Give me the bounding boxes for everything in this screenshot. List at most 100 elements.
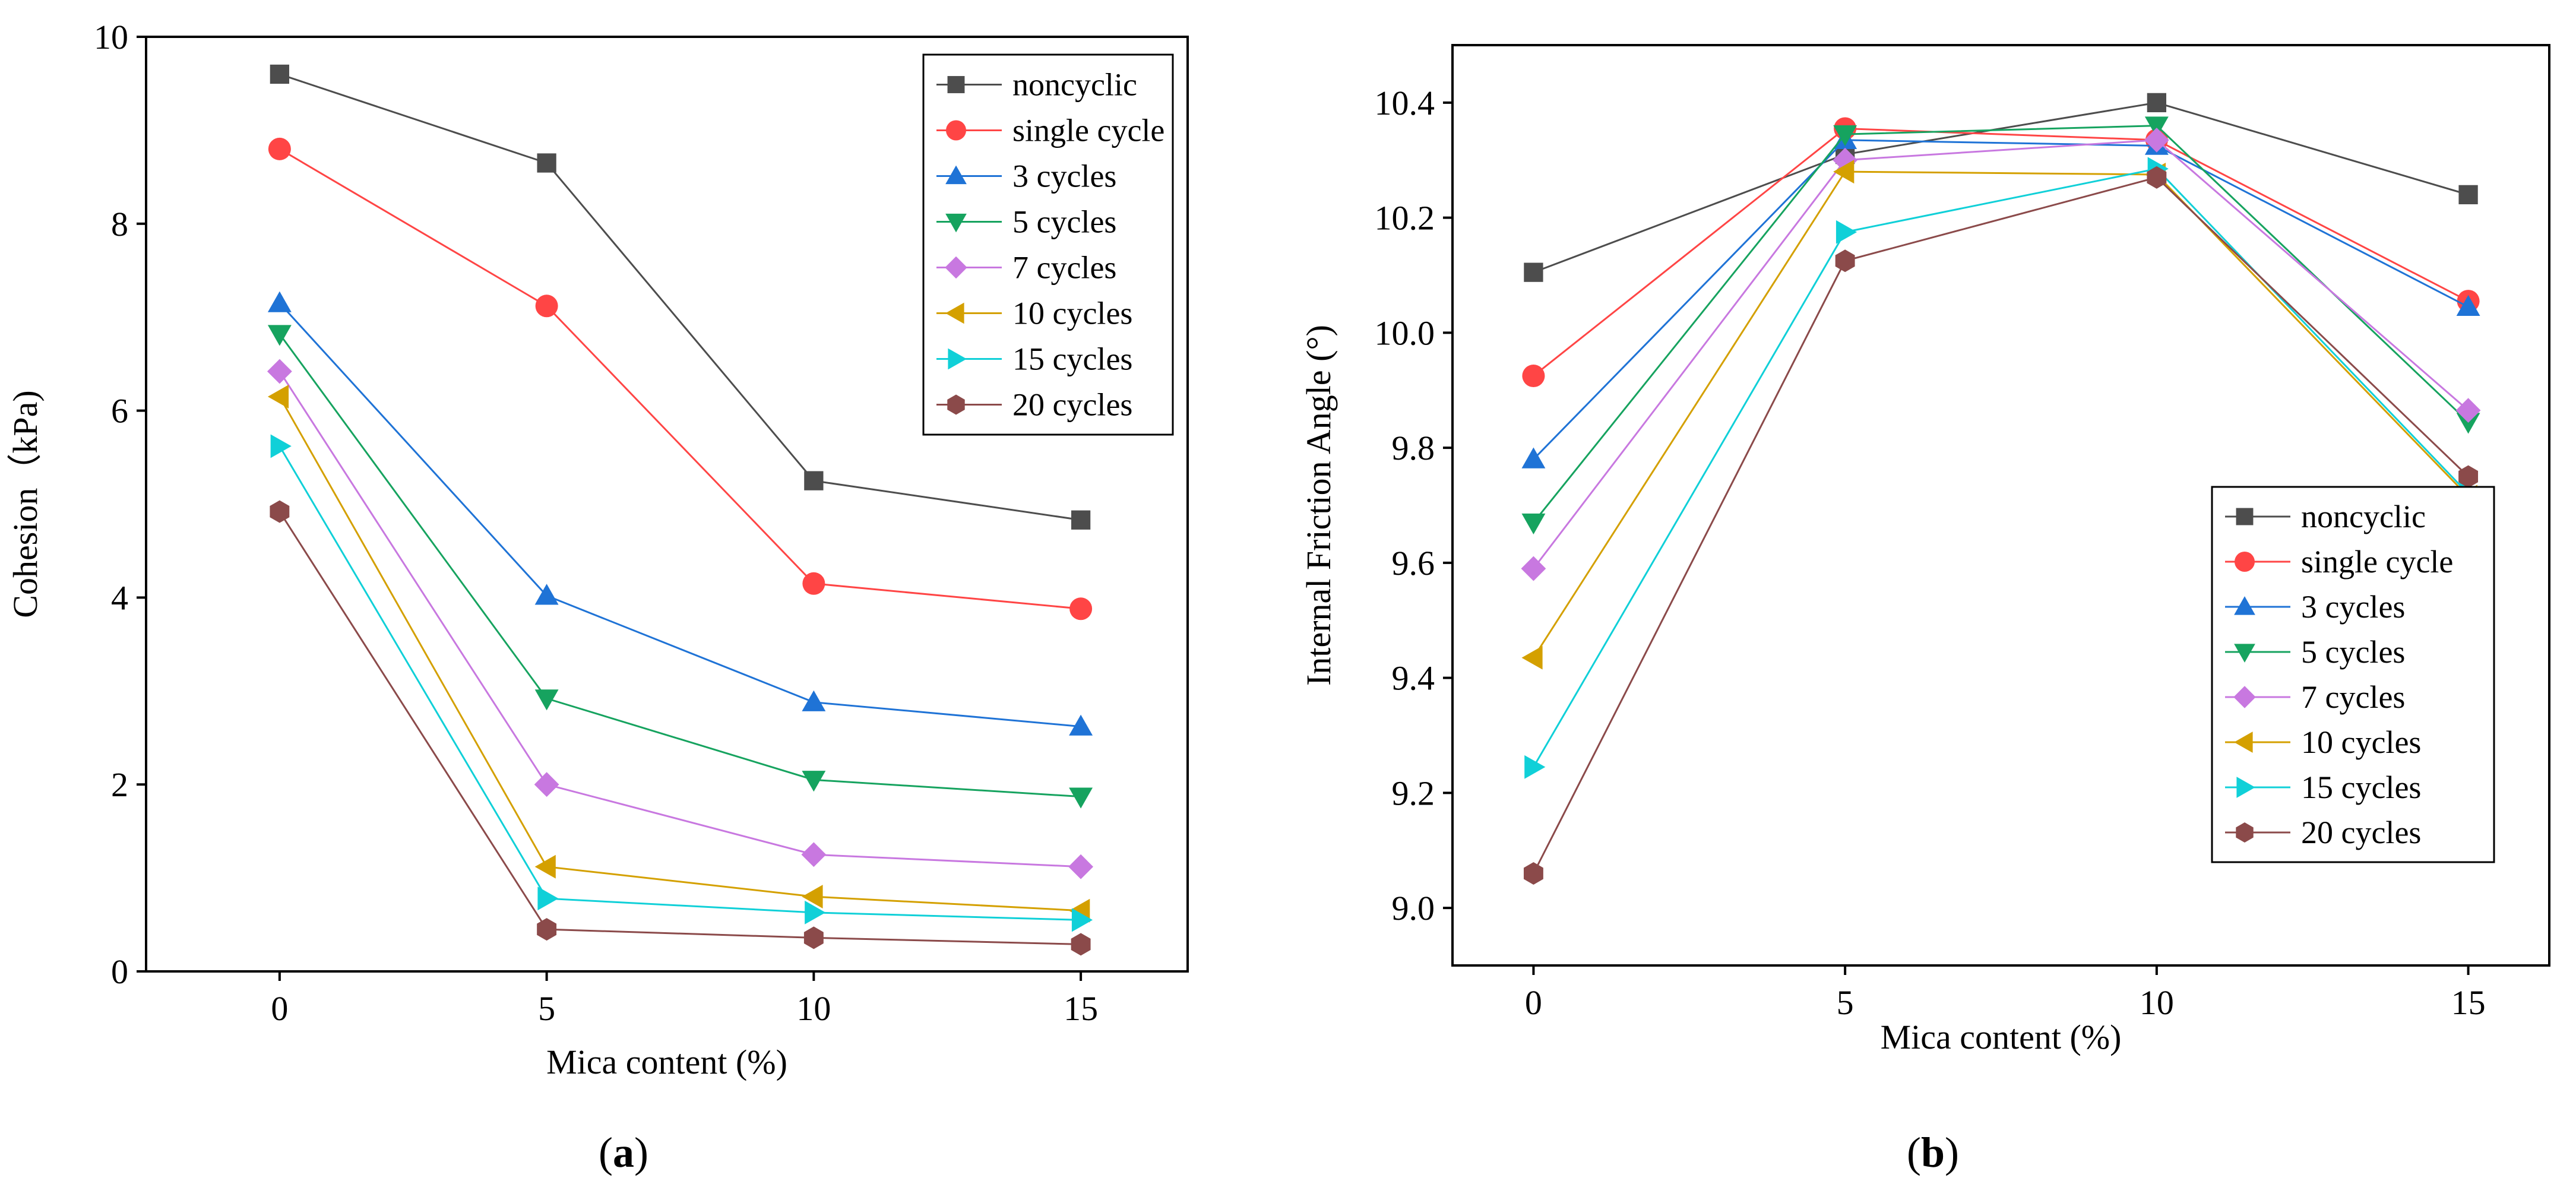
x-tick-label: 15 xyxy=(2451,983,2486,1022)
data-point-5-cycles xyxy=(534,689,559,711)
legend-box xyxy=(2211,486,2495,863)
legend-marker-15-cycles xyxy=(948,348,967,370)
data-point-3-cycles xyxy=(2456,295,2480,316)
series-line-single-cycle xyxy=(279,148,1081,610)
data-point-7-cycles xyxy=(1833,147,1858,173)
legend-label-noncyclic: noncyclic xyxy=(2301,499,2426,534)
data-point-20-cycles xyxy=(1523,862,1543,885)
data-point-10-cycles xyxy=(802,885,823,909)
x-tick-label: 5 xyxy=(538,989,555,1028)
data-point-15-cycles xyxy=(1836,220,1857,244)
legend-marker-20-cycles xyxy=(947,394,965,415)
data-point-10-cycles xyxy=(534,854,556,879)
data-point-15-cycles xyxy=(537,886,559,911)
legend-label-7-cycles: 7 cycles xyxy=(1012,250,1116,286)
y-tick-label: 9.8 xyxy=(1392,429,1435,467)
series-line-15-cycles xyxy=(279,445,1081,921)
legend-label-3-cycles: 3 cycles xyxy=(1012,159,1116,194)
legend-marker-10-cycles xyxy=(2234,732,2253,753)
legend-label-10-cycles: 10 cycles xyxy=(1012,296,1132,331)
legend-label-20-cycles: 20 cycles xyxy=(1012,387,1132,423)
series-line-single-cycle xyxy=(1533,127,2469,377)
legend-marker-7-cycles xyxy=(2233,686,2256,708)
legend-label-3-cycles: 3 cycles xyxy=(2301,589,2405,625)
chart-panel-b: 9.0 9.2 9.4 9.6 9.8 10.0 10.2 10.4 0 5 10 15 Mica co… xyxy=(1299,44,2550,1176)
data-point-single-cycle xyxy=(535,295,558,318)
data-point-noncyclic xyxy=(2458,185,2478,205)
y-tick-label: 9.4 xyxy=(1392,659,1435,698)
y-tick-label: 9.6 xyxy=(1392,544,1435,582)
y-tick-label: 4 xyxy=(111,578,128,617)
series-line-10-cycles xyxy=(279,396,1081,912)
legend-label-5-cycles: 5 cycles xyxy=(1012,204,1116,240)
panel-letter: a xyxy=(613,1129,634,1176)
data-point-5-cycles xyxy=(2144,116,2169,138)
data-point-7-cycles xyxy=(801,842,827,867)
data-point-3-cycles xyxy=(534,584,559,605)
legend-marker-5-cycles xyxy=(2234,644,2255,663)
legend-label-single-cycle: single cycle xyxy=(2301,544,2453,580)
data-point-3-cycles xyxy=(1069,714,1093,736)
series-line-7-cycles xyxy=(1533,139,2469,569)
data-point-20-cycles xyxy=(2147,166,2167,189)
data-point-5-cycles xyxy=(1833,125,1857,147)
panel-paren: ( xyxy=(599,1129,613,1176)
data-point-noncyclic xyxy=(537,153,556,173)
data-point-20-cycles xyxy=(270,500,290,523)
x-tick-label: 10 xyxy=(2140,983,2174,1022)
legend-marker-3-cycles xyxy=(2234,596,2255,615)
legend-marker-7-cycles xyxy=(945,256,967,279)
chart-panel-a: 0 2 4 6 8 10 0 5 10 15 Mica content (%) Cohesion（kP… xyxy=(6,18,1189,1176)
data-point-single-cycle xyxy=(1522,365,1545,388)
legend-label-5-cycles: 5 cycles xyxy=(2301,634,2405,670)
plot-frame xyxy=(1451,44,2550,967)
data-point-10-cycles xyxy=(1521,645,1543,670)
series-line-5-cycles xyxy=(1533,125,2469,524)
series-line-noncyclic xyxy=(279,73,1081,521)
legend-label-10-cycles: 10 cycles xyxy=(2301,724,2421,760)
plot-frame xyxy=(145,36,1189,973)
legend-marker-noncyclic xyxy=(2236,508,2254,525)
data-point-15-cycles xyxy=(1071,908,1093,932)
panel-letter: b xyxy=(1921,1129,1945,1176)
data-point-20-cycles xyxy=(2458,465,2479,488)
series-line-3-cycles xyxy=(279,302,1081,728)
legend-label-15-cycles: 15 cycles xyxy=(1012,341,1132,377)
panel-label: (a) xyxy=(599,1129,648,1176)
legend-label-noncyclic: noncyclic xyxy=(1012,67,1137,103)
data-point-20-cycles xyxy=(1071,933,1091,956)
x-tick-label: 0 xyxy=(271,989,288,1028)
data-point-10-cycles xyxy=(1833,160,1855,184)
x-tick-label: 0 xyxy=(1525,983,1542,1022)
series-line-3-cycles xyxy=(1533,139,2469,460)
data-point-5-cycles xyxy=(1521,513,1546,535)
x-tick-label: 15 xyxy=(1064,989,1098,1028)
panel-paren: ( xyxy=(1907,1129,1921,1176)
y-tick-label: 9.2 xyxy=(1392,774,1435,812)
data-point-noncyclic xyxy=(270,64,290,84)
y-tick-label: 6 xyxy=(111,392,128,430)
data-point-noncyclic xyxy=(2147,93,2167,113)
data-point-7-cycles xyxy=(267,359,292,384)
data-point-single-cycle xyxy=(268,137,291,160)
data-point-5-cycles xyxy=(1069,787,1093,809)
y-tick-label: 9.0 xyxy=(1392,889,1435,927)
panel-paren: ) xyxy=(1945,1129,1959,1176)
legend-marker-noncyclic xyxy=(947,76,965,93)
data-point-5-cycles xyxy=(2456,413,2480,434)
data-point-10-cycles xyxy=(267,385,289,409)
x-tick-label: 10 xyxy=(796,989,831,1028)
x-tick-label: 5 xyxy=(1837,983,1854,1022)
x-axis-label: Mica content (%) xyxy=(1881,1018,2122,1056)
y-tick-label: 10.4 xyxy=(1375,84,1435,122)
data-point-3-cycles xyxy=(267,291,292,312)
legend-marker-5-cycles xyxy=(945,213,967,233)
y-tick-label: 2 xyxy=(111,765,128,804)
data-point-7-cycles xyxy=(2455,398,2481,423)
y-tick-label: 8 xyxy=(111,205,128,243)
legend-marker-single-cycle xyxy=(2235,552,2255,572)
data-point-7-cycles xyxy=(1068,854,1094,879)
data-point-15-cycles xyxy=(805,900,826,924)
legend-marker-10-cycles xyxy=(945,302,964,324)
